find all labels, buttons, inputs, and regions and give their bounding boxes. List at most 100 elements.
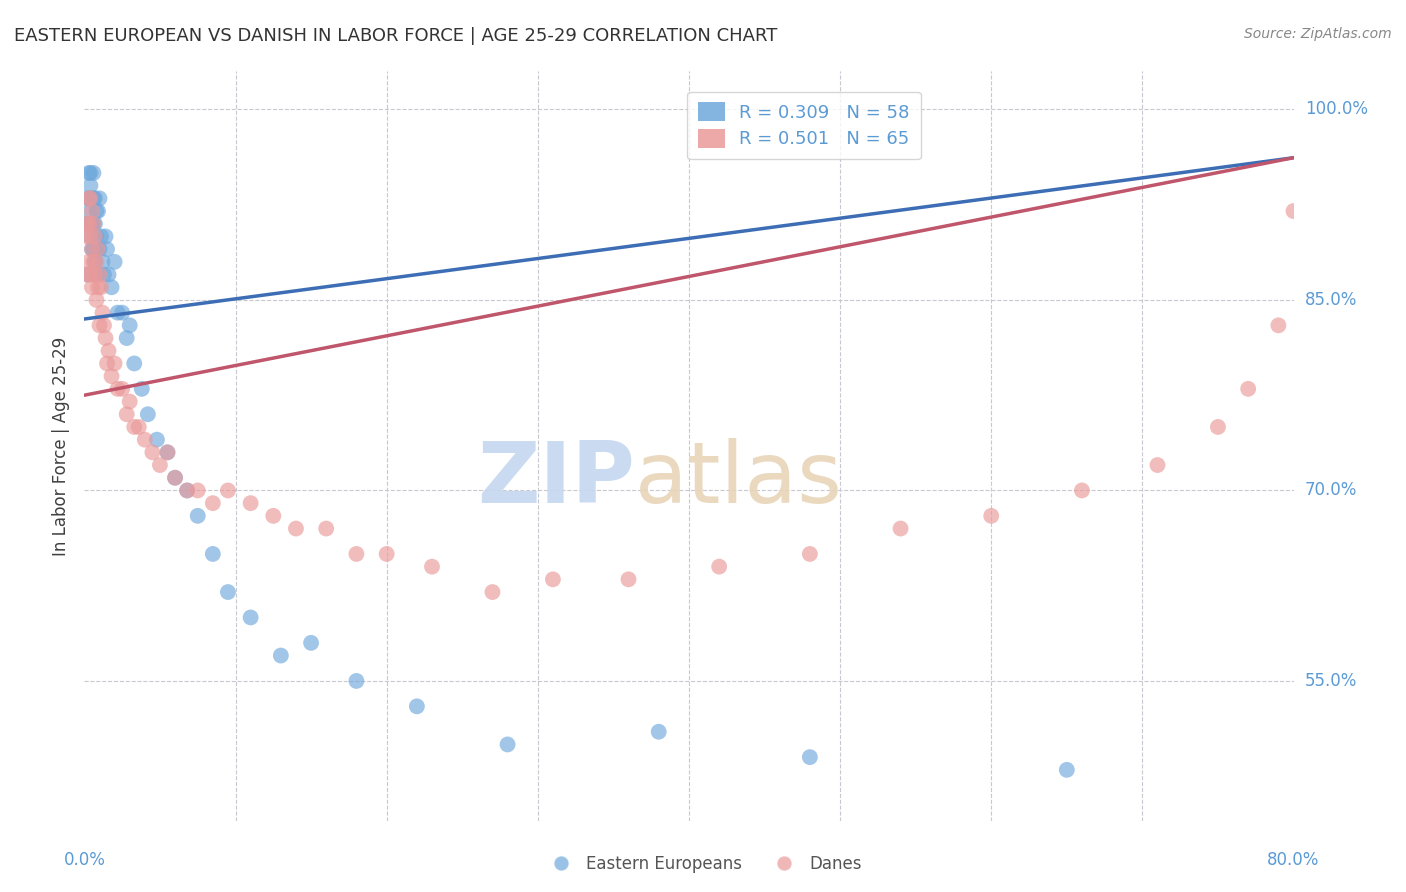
Point xyxy=(76,268,98,282)
Point xyxy=(82,166,104,180)
Point xyxy=(77,217,100,231)
Point xyxy=(270,648,292,663)
Point xyxy=(80,204,103,219)
Point xyxy=(93,268,115,282)
Point xyxy=(118,318,141,333)
Point xyxy=(481,585,503,599)
Text: Source: ZipAtlas.com: Source: ZipAtlas.com xyxy=(1244,27,1392,41)
Point xyxy=(541,572,564,586)
Point xyxy=(76,191,98,205)
Point xyxy=(80,280,103,294)
Text: atlas: atlas xyxy=(634,438,842,521)
Point xyxy=(115,407,138,421)
Point xyxy=(131,382,153,396)
Text: 55.0%: 55.0% xyxy=(1305,672,1357,690)
Point xyxy=(82,217,104,231)
Point xyxy=(77,255,100,269)
Y-axis label: In Labor Force | Age 25-29: In Labor Force | Age 25-29 xyxy=(52,336,70,556)
Point xyxy=(86,293,108,307)
Point xyxy=(86,204,108,219)
Point xyxy=(82,217,104,231)
Point xyxy=(201,496,224,510)
Text: 70.0%: 70.0% xyxy=(1305,482,1357,500)
Point xyxy=(90,229,112,244)
Point xyxy=(79,229,101,244)
Point xyxy=(165,471,187,485)
Point xyxy=(420,559,443,574)
Point xyxy=(77,166,100,180)
Point xyxy=(1267,318,1289,333)
Point xyxy=(1206,420,1229,434)
Point xyxy=(111,306,134,320)
Point xyxy=(239,496,262,510)
Point xyxy=(346,547,368,561)
Point xyxy=(96,242,118,256)
Text: 85.0%: 85.0% xyxy=(1305,291,1357,309)
Point xyxy=(176,483,198,498)
Point xyxy=(136,407,159,421)
Point xyxy=(80,242,103,256)
Point xyxy=(89,268,111,282)
Point xyxy=(79,204,101,219)
Point xyxy=(118,394,141,409)
Text: 80.0%: 80.0% xyxy=(1267,851,1320,869)
Point xyxy=(79,178,101,193)
Point xyxy=(890,522,912,536)
Point xyxy=(93,318,115,333)
Point xyxy=(97,343,120,358)
Point xyxy=(80,191,103,205)
Point xyxy=(94,229,117,244)
Point xyxy=(111,382,134,396)
Text: 0.0%: 0.0% xyxy=(63,851,105,869)
Point xyxy=(122,356,145,370)
Point xyxy=(84,229,107,244)
Point xyxy=(77,191,100,205)
Point xyxy=(165,471,187,485)
Point xyxy=(76,217,98,231)
Point xyxy=(709,559,731,574)
Text: 100.0%: 100.0% xyxy=(1305,101,1368,119)
Point xyxy=(82,191,104,205)
Point xyxy=(75,217,97,231)
Point xyxy=(77,191,100,205)
Point xyxy=(1282,204,1305,219)
Point xyxy=(97,268,120,282)
Point xyxy=(80,217,103,231)
Point xyxy=(156,445,179,459)
Point xyxy=(94,331,117,345)
Point xyxy=(86,268,108,282)
Point xyxy=(84,255,107,269)
Point xyxy=(156,445,179,459)
Point xyxy=(82,255,104,269)
Point xyxy=(134,433,156,447)
Point xyxy=(104,255,127,269)
Text: EASTERN EUROPEAN VS DANISH IN LABOR FORCE | AGE 25-29 CORRELATION CHART: EASTERN EUROPEAN VS DANISH IN LABOR FORC… xyxy=(14,27,778,45)
Point xyxy=(86,255,108,269)
Point xyxy=(86,229,108,244)
Point xyxy=(75,229,97,244)
Legend: Eastern Europeans, Danes: Eastern Europeans, Danes xyxy=(538,848,868,880)
Point xyxy=(299,636,322,650)
Point xyxy=(176,483,198,498)
Point xyxy=(91,255,114,269)
Point xyxy=(89,318,111,333)
Point xyxy=(122,420,145,434)
Point xyxy=(79,268,101,282)
Point xyxy=(77,217,100,231)
Point xyxy=(96,356,118,370)
Point xyxy=(406,699,429,714)
Point xyxy=(239,610,262,624)
Point xyxy=(187,483,209,498)
Point xyxy=(107,382,129,396)
Point xyxy=(89,191,111,205)
Point xyxy=(149,458,172,472)
Point xyxy=(79,191,101,205)
Point xyxy=(107,306,129,320)
Point xyxy=(79,166,101,180)
Point xyxy=(87,280,110,294)
Point xyxy=(141,445,163,459)
Point xyxy=(1237,382,1260,396)
Point xyxy=(84,217,107,231)
Point xyxy=(262,508,284,523)
Point xyxy=(346,673,368,688)
